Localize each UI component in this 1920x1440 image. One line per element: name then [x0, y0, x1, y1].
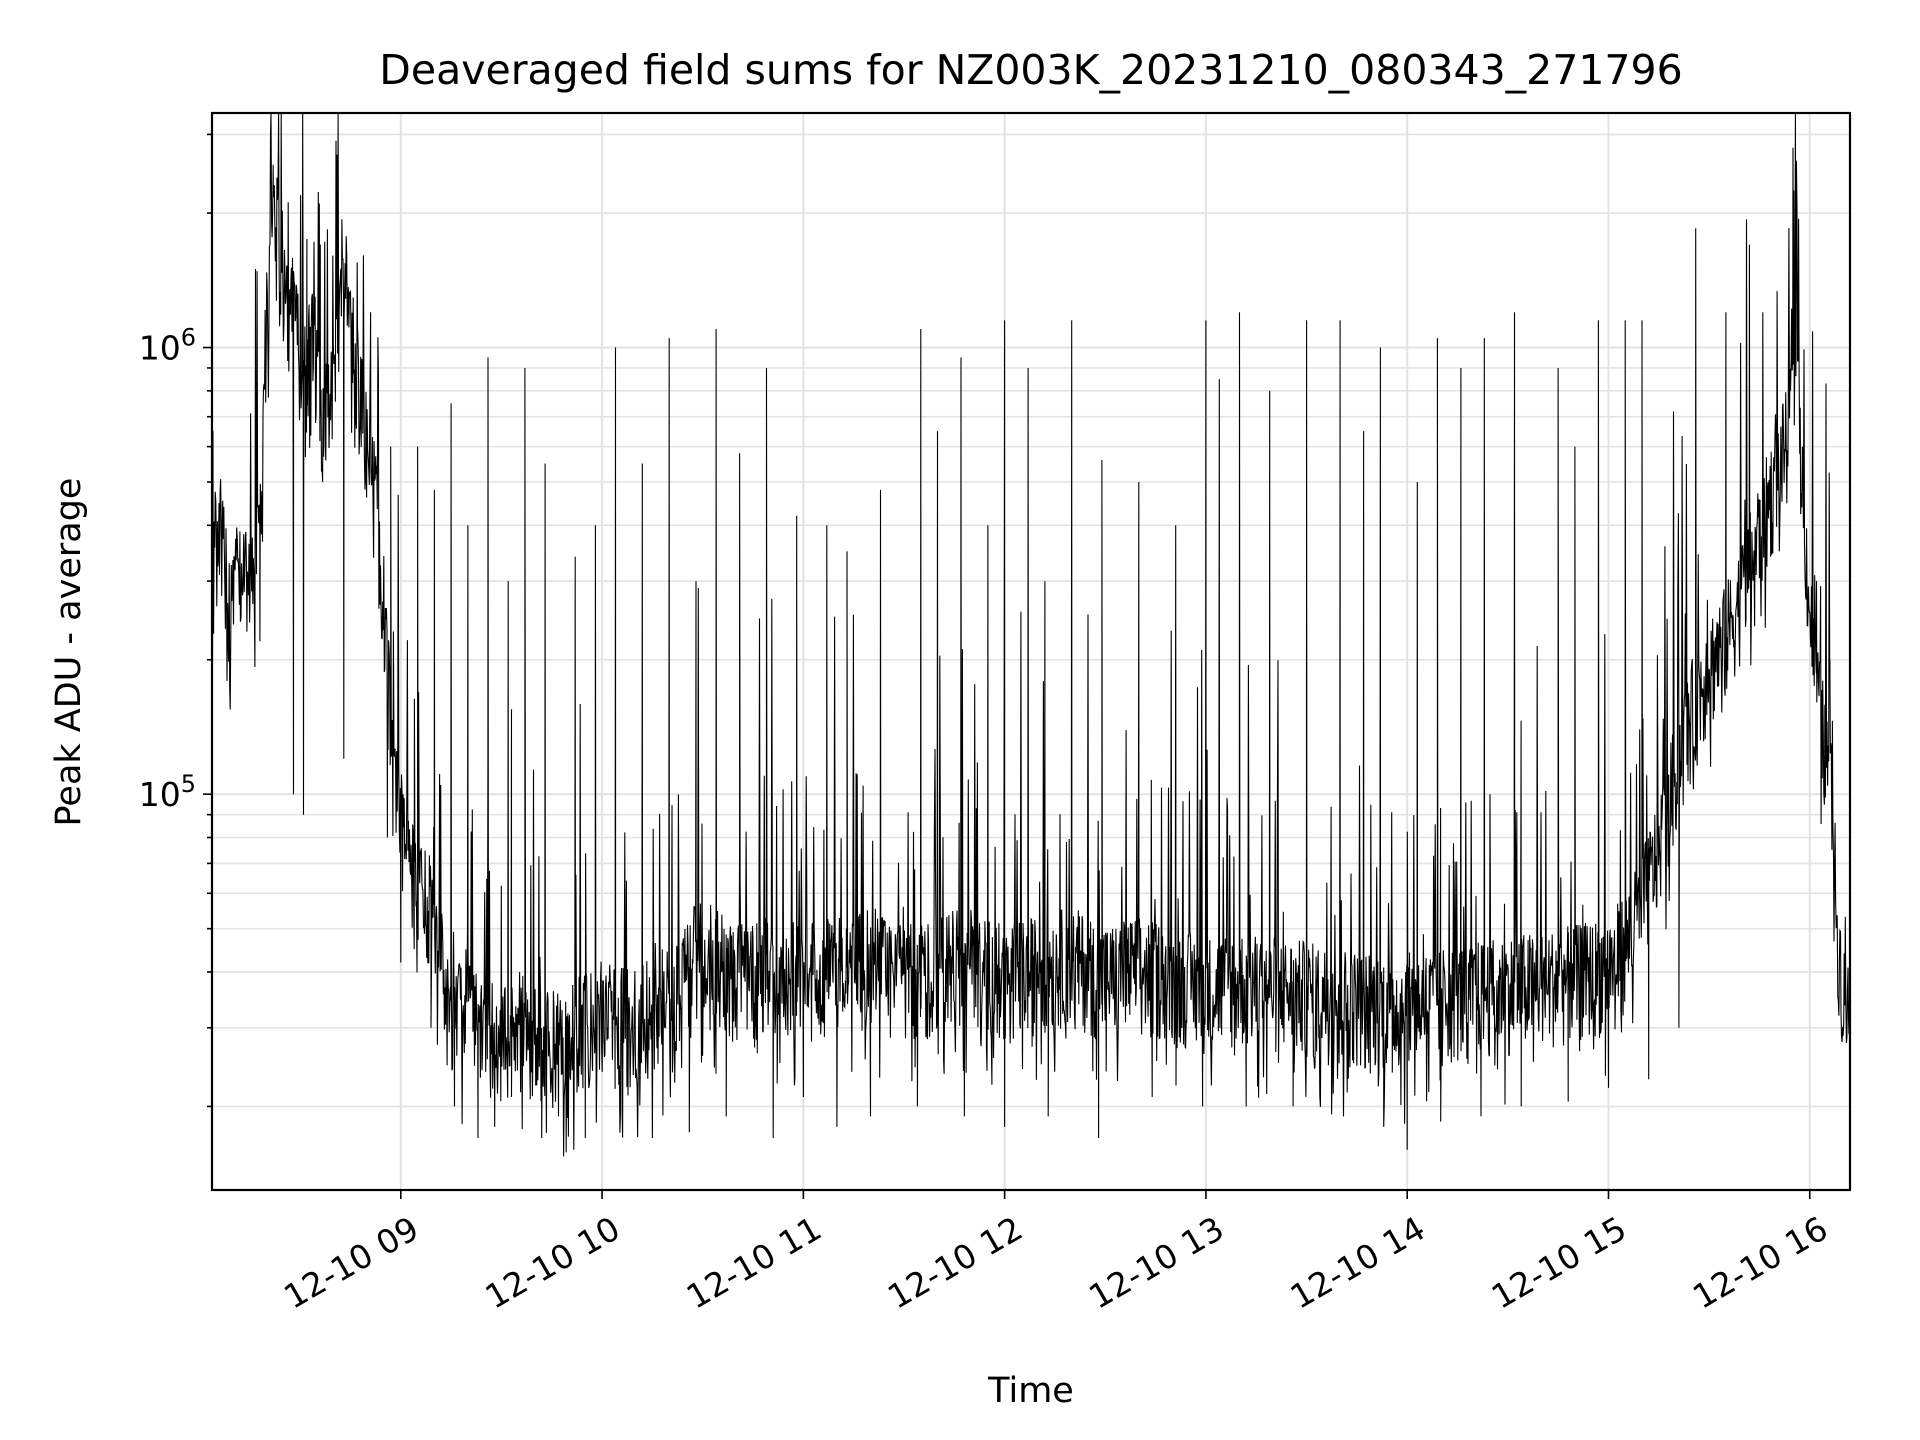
y-tick-label: 106 — [139, 324, 196, 368]
y-tick-label: 105 — [139, 770, 196, 814]
chart-title: Deaveraged field sums for NZ003K_2023121… — [379, 46, 1682, 94]
x-axis-label: Time — [987, 1371, 1074, 1411]
plot-frame — [210, 111, 1852, 1192]
series-line-layer — [211, 112, 1851, 1157]
series-line — [211, 112, 1851, 1157]
y-axis-label: Peak ADU - average — [49, 478, 89, 827]
